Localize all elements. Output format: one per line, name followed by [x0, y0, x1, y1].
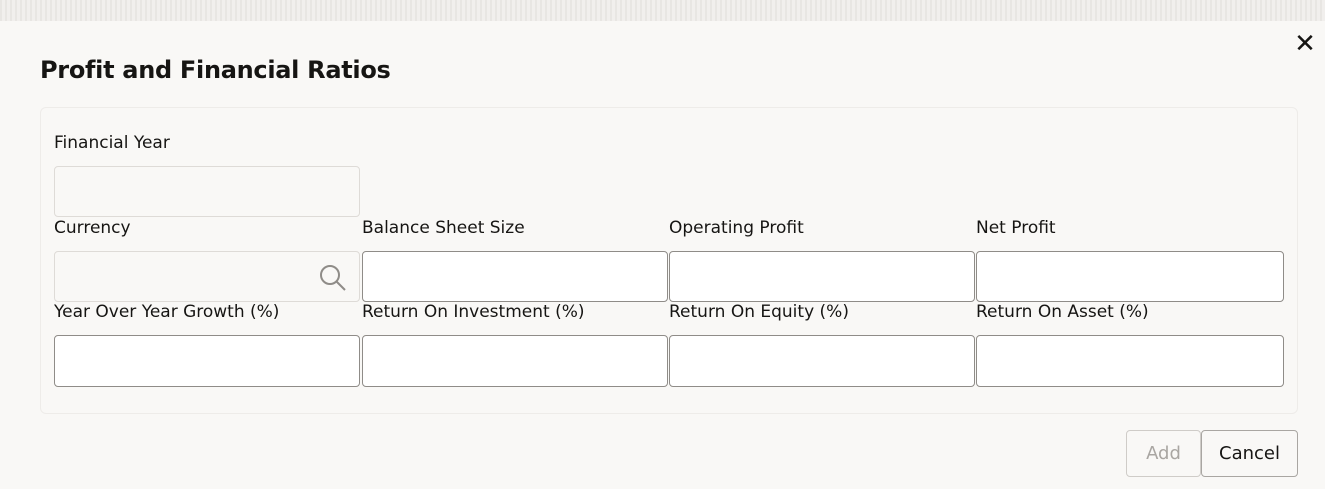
balance-sheet-size-label: Balance Sheet Size	[362, 218, 525, 238]
operating-profit-input[interactable]	[669, 251, 975, 302]
financial-year-input[interactable]	[54, 166, 360, 217]
yoy-growth-input[interactable]	[54, 335, 360, 387]
roi-label: Return On Investment (%)	[362, 302, 585, 322]
net-profit-input[interactable]	[976, 251, 1284, 302]
add-button[interactable]: Add	[1126, 430, 1201, 477]
roi-input[interactable]	[362, 335, 668, 387]
roe-label: Return On Equity (%)	[669, 302, 849, 322]
roa-input[interactable]	[976, 335, 1284, 387]
roe-input[interactable]	[669, 335, 975, 387]
balance-sheet-size-input[interactable]	[362, 251, 668, 302]
search-icon[interactable]	[319, 264, 347, 292]
roa-label: Return On Asset (%)	[976, 302, 1149, 322]
close-icon[interactable]: ✕	[1294, 29, 1316, 59]
dialog-title: Profit and Financial Ratios	[40, 56, 391, 84]
background-strip	[0, 0, 1325, 21]
yoy-growth-label: Year Over Year Growth (%)	[54, 302, 280, 322]
currency-label: Currency	[54, 218, 131, 238]
operating-profit-label: Operating Profit	[669, 218, 804, 238]
cancel-button[interactable]: Cancel	[1201, 430, 1298, 477]
currency-input[interactable]	[54, 251, 360, 302]
net-profit-label: Net Profit	[976, 218, 1056, 238]
financial-year-label: Financial Year	[54, 133, 170, 153]
